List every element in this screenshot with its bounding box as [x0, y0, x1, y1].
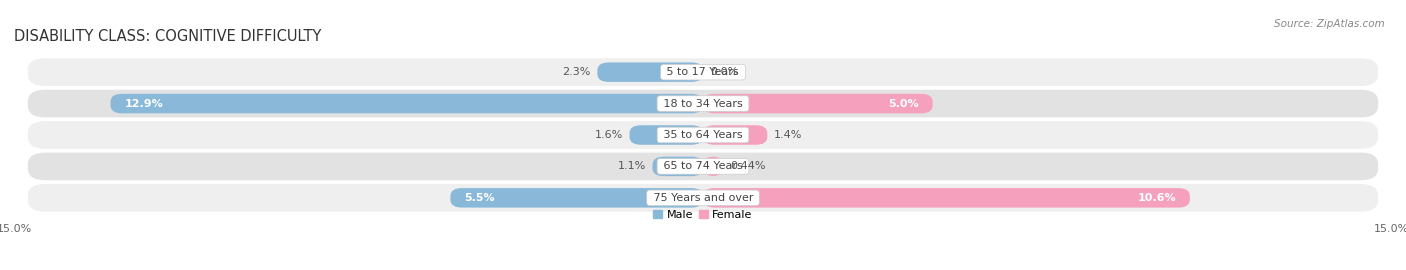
FancyBboxPatch shape — [28, 184, 1378, 212]
FancyBboxPatch shape — [703, 125, 768, 145]
FancyBboxPatch shape — [28, 90, 1378, 117]
Legend: Male, Female: Male, Female — [650, 205, 756, 224]
FancyBboxPatch shape — [630, 125, 703, 145]
FancyBboxPatch shape — [598, 62, 703, 82]
Text: Source: ZipAtlas.com: Source: ZipAtlas.com — [1274, 19, 1385, 29]
Text: 18 to 34 Years: 18 to 34 Years — [659, 99, 747, 109]
FancyBboxPatch shape — [652, 157, 703, 176]
Text: 12.9%: 12.9% — [124, 99, 163, 109]
FancyBboxPatch shape — [703, 157, 723, 176]
FancyBboxPatch shape — [28, 121, 1378, 149]
Text: 1.6%: 1.6% — [595, 130, 623, 140]
FancyBboxPatch shape — [703, 94, 932, 113]
FancyBboxPatch shape — [28, 153, 1378, 180]
Text: 5.0%: 5.0% — [889, 99, 920, 109]
Text: 0.0%: 0.0% — [710, 67, 738, 77]
FancyBboxPatch shape — [111, 94, 703, 113]
Text: 1.1%: 1.1% — [617, 161, 645, 171]
Text: 75 Years and over: 75 Years and over — [650, 193, 756, 203]
FancyBboxPatch shape — [703, 188, 1189, 208]
Text: 0.44%: 0.44% — [730, 161, 766, 171]
Text: 1.4%: 1.4% — [775, 130, 803, 140]
FancyBboxPatch shape — [28, 58, 1378, 86]
FancyBboxPatch shape — [450, 188, 703, 208]
Text: 2.3%: 2.3% — [562, 67, 591, 77]
Text: 35 to 64 Years: 35 to 64 Years — [659, 130, 747, 140]
Text: 5.5%: 5.5% — [464, 193, 495, 203]
Text: 65 to 74 Years: 65 to 74 Years — [659, 161, 747, 171]
Text: 10.6%: 10.6% — [1137, 193, 1175, 203]
Text: 5 to 17 Years: 5 to 17 Years — [664, 67, 742, 77]
Text: DISABILITY CLASS: COGNITIVE DIFFICULTY: DISABILITY CLASS: COGNITIVE DIFFICULTY — [14, 29, 322, 44]
